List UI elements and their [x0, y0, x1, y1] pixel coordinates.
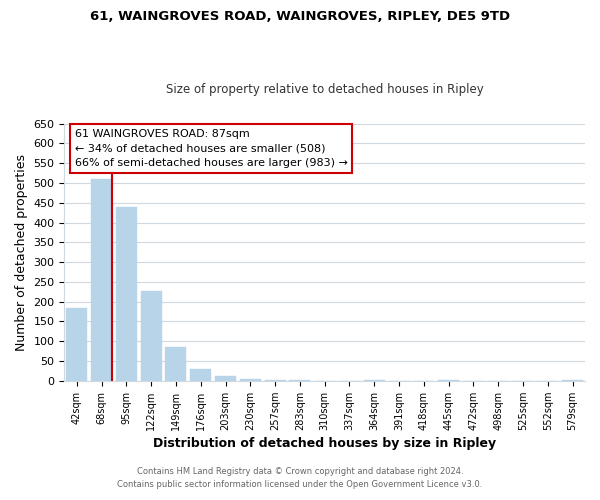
Bar: [190, 370, 211, 381]
Bar: [91, 179, 112, 381]
Y-axis label: Number of detached properties: Number of detached properties: [15, 154, 28, 350]
Bar: [66, 308, 88, 381]
Bar: [240, 379, 261, 381]
Bar: [166, 347, 187, 381]
Bar: [562, 380, 583, 381]
X-axis label: Distribution of detached houses by size in Ripley: Distribution of detached houses by size …: [153, 437, 496, 450]
Bar: [140, 290, 162, 381]
Bar: [116, 206, 137, 381]
Bar: [364, 380, 385, 381]
Title: Size of property relative to detached houses in Ripley: Size of property relative to detached ho…: [166, 83, 484, 96]
Text: 61, WAINGROVES ROAD, WAINGROVES, RIPLEY, DE5 9TD: 61, WAINGROVES ROAD, WAINGROVES, RIPLEY,…: [90, 10, 510, 23]
Bar: [215, 376, 236, 381]
Text: 61 WAINGROVES ROAD: 87sqm
← 34% of detached houses are smaller (508)
66% of semi: 61 WAINGROVES ROAD: 87sqm ← 34% of detac…: [75, 128, 347, 168]
Bar: [265, 380, 286, 381]
Text: Contains public sector information licensed under the Open Government Licence v3: Contains public sector information licen…: [118, 480, 482, 489]
Text: Contains HM Land Registry data © Crown copyright and database right 2024.: Contains HM Land Registry data © Crown c…: [137, 467, 463, 476]
